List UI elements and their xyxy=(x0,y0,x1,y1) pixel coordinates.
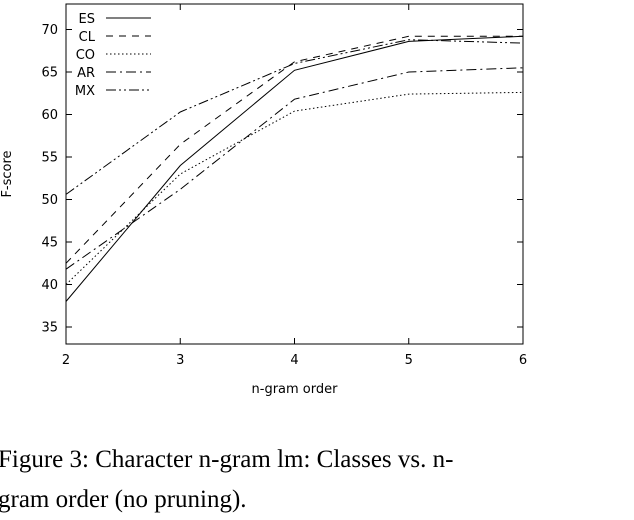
y-tick-label: 60 xyxy=(41,108,58,123)
y-tick-label: 40 xyxy=(41,278,58,293)
y-tick-label: 65 xyxy=(41,66,58,81)
legend-label-es: ES xyxy=(79,12,95,27)
series-line-cl xyxy=(65,35,523,264)
series-line-mx xyxy=(65,39,524,195)
series-line-co xyxy=(65,91,524,285)
legend-label-mx: MX xyxy=(75,84,95,99)
series-line-ar xyxy=(65,67,524,270)
y-tick-label: 35 xyxy=(41,321,58,336)
legend-label-ar: AR xyxy=(77,66,95,81)
x-tick-label: 4 xyxy=(290,353,298,368)
x-tick-label: 3 xyxy=(176,353,184,368)
figure-caption: Figure 3: Character n-gram lm: Classes v… xyxy=(0,440,634,520)
caption-line-2: gram order (no pruning). xyxy=(0,486,247,513)
x-tick-label: 6 xyxy=(519,353,527,368)
x-axis-label: n-gram order xyxy=(252,382,339,397)
plot-frame xyxy=(65,3,524,345)
y-tick-label: 50 xyxy=(41,193,58,208)
series-lines xyxy=(65,35,524,302)
series-line-es xyxy=(65,35,524,302)
y-tick-label: 55 xyxy=(41,151,58,166)
legend: ES CL CO AR MX xyxy=(75,12,151,99)
caption-line-1: Figure 3: Character n-gram lm: Classes v… xyxy=(0,446,454,473)
y-tick-label: 70 xyxy=(41,23,58,38)
x-tick-label: 5 xyxy=(405,353,413,368)
y-axis-label: F-score xyxy=(0,150,15,197)
legend-label-co: CO xyxy=(76,48,95,63)
figure: 2 3 4 5 6 35 40 45 50 55 60 65 70 ES CL CO AR MX n-gram … xyxy=(0,3,527,513)
x-tick-label: 2 xyxy=(62,353,70,368)
legend-label-cl: CL xyxy=(79,30,96,45)
y-tick-label: 45 xyxy=(41,236,58,251)
